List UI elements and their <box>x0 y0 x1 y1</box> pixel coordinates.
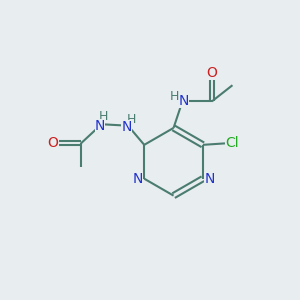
Text: H: H <box>126 113 136 126</box>
Text: N: N <box>122 120 132 134</box>
Text: H: H <box>169 90 179 103</box>
Text: N: N <box>133 172 143 186</box>
Text: N: N <box>179 94 189 108</box>
Text: N: N <box>95 119 105 133</box>
Text: O: O <box>206 66 217 80</box>
Text: Cl: Cl <box>226 136 239 150</box>
Text: N: N <box>204 172 214 186</box>
Text: O: O <box>47 136 58 150</box>
Text: H: H <box>99 110 109 123</box>
